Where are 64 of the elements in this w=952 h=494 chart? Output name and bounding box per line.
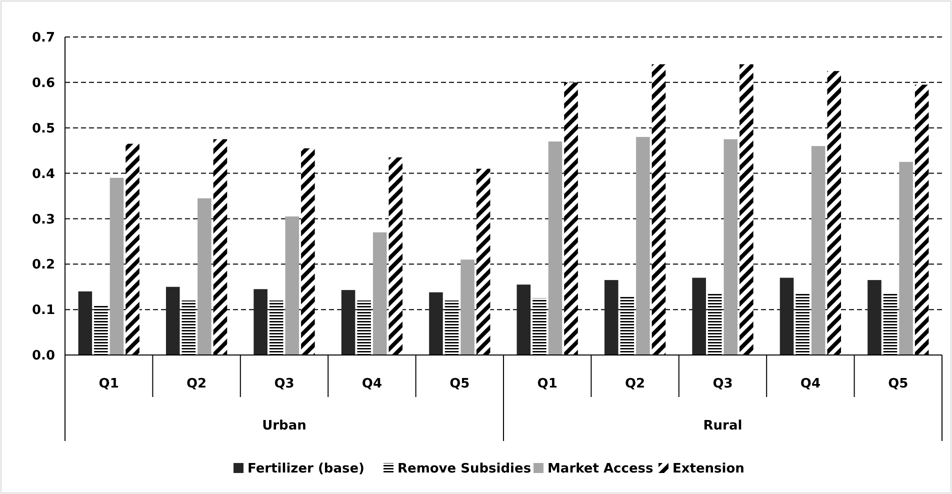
x-tick-label: Q3	[712, 376, 733, 392]
bar	[532, 298, 546, 355]
bar	[636, 136, 650, 355]
bar	[429, 292, 443, 355]
y-tick-label: 0.1	[32, 303, 55, 318]
bar	[254, 289, 268, 355]
text: Urban	[262, 418, 306, 434]
bar	[198, 198, 212, 355]
bar	[341, 290, 356, 355]
bar	[269, 300, 284, 355]
x-tick-label: Q1	[98, 376, 119, 392]
bar	[868, 280, 882, 355]
x-tick-label: Q5	[450, 376, 470, 392]
x-tick-label: Q5	[888, 376, 908, 392]
bar	[708, 294, 722, 355]
bar	[899, 162, 913, 355]
bar	[126, 144, 140, 355]
legend-label: Market Access	[548, 462, 654, 477]
x-tick-label: Q3	[274, 376, 294, 392]
bar	[476, 168, 490, 355]
bar	[604, 280, 618, 355]
y-tick-label: 0.0	[32, 348, 55, 364]
bar	[444, 300, 459, 355]
bar	[780, 278, 794, 355]
bar	[796, 294, 810, 355]
bar	[357, 300, 371, 355]
y-tick-label: 0.5	[32, 121, 55, 136]
legend-label: Extension	[672, 462, 744, 477]
y-tick-label: 0.2	[32, 258, 55, 273]
bar	[724, 139, 738, 355]
y-tick-label: 0.6	[32, 76, 55, 91]
bar	[285, 216, 300, 355]
bar	[811, 146, 826, 355]
bar	[182, 300, 196, 355]
y-tick-label: 0.4	[32, 166, 55, 182]
bar	[564, 82, 578, 355]
text: Rural	[703, 418, 742, 434]
legend-label: Remove Subsidies	[398, 462, 532, 477]
bar	[110, 178, 124, 355]
bar	[652, 64, 666, 355]
bar	[548, 141, 562, 355]
y-tick-label: 0.7	[32, 30, 55, 46]
bar	[94, 305, 108, 355]
bar	[301, 148, 315, 355]
x-tick-label: Q2	[624, 376, 646, 392]
bar	[372, 232, 387, 355]
bar	[516, 284, 531, 355]
bar	[692, 278, 706, 355]
bar	[740, 64, 754, 355]
bar	[78, 291, 92, 355]
x-tick-label: Q2	[186, 376, 207, 392]
bar	[827, 71, 842, 355]
x-tick-label: Q1	[537, 376, 558, 392]
bar	[620, 296, 634, 355]
bar	[213, 139, 228, 355]
y-tick-label: 0.3	[32, 212, 55, 228]
bar	[388, 157, 403, 355]
x-tick-label: Q4	[362, 376, 382, 392]
legend-label: Fertilizer (base)	[248, 462, 364, 477]
bar	[914, 84, 929, 355]
bar	[883, 294, 898, 355]
bar	[460, 260, 474, 355]
bar	[166, 286, 180, 355]
x-tick-label: Q4	[800, 376, 821, 392]
